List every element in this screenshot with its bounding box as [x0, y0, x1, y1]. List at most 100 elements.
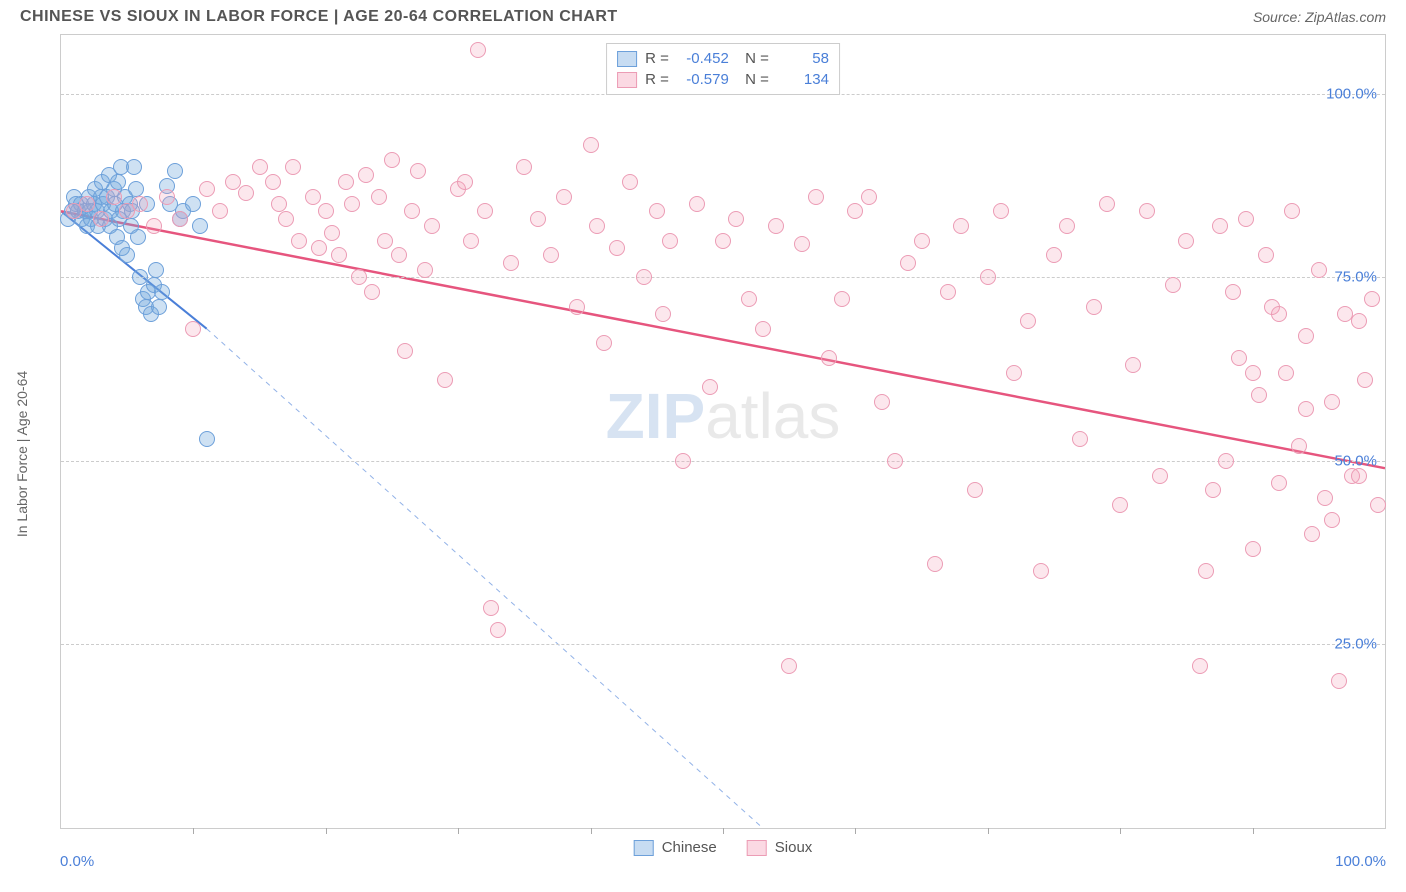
data-point-sioux	[1046, 247, 1062, 263]
data-point-sioux	[490, 622, 506, 638]
data-point-sioux	[1271, 475, 1287, 491]
x-tick	[326, 828, 327, 834]
gridline-h	[61, 277, 1385, 278]
data-point-sioux	[470, 42, 486, 58]
data-point-sioux	[755, 321, 771, 337]
data-point-chinese	[126, 159, 142, 175]
gridline-h	[61, 644, 1385, 645]
y-tick-label: 100.0%	[1326, 85, 1377, 102]
data-point-sioux	[1245, 365, 1261, 381]
data-point-sioux	[1218, 453, 1234, 469]
data-point-sioux	[622, 174, 638, 190]
data-point-sioux	[338, 174, 354, 190]
data-point-sioux	[351, 269, 367, 285]
data-point-sioux	[1357, 372, 1373, 388]
data-point-sioux	[318, 203, 334, 219]
data-point-sioux	[377, 233, 393, 249]
data-point-sioux	[1258, 247, 1274, 263]
data-point-sioux	[397, 343, 413, 359]
data-point-sioux	[424, 218, 440, 234]
data-point-sioux	[1152, 468, 1168, 484]
data-point-sioux	[808, 189, 824, 205]
gridline-h	[61, 461, 1385, 462]
legend-item-sioux: Sioux	[747, 839, 813, 856]
data-point-sioux	[927, 556, 943, 572]
data-point-sioux	[1178, 233, 1194, 249]
data-point-sioux	[1298, 328, 1314, 344]
data-point-sioux	[371, 189, 387, 205]
data-point-sioux	[305, 189, 321, 205]
data-point-sioux	[940, 284, 956, 300]
data-point-sioux	[159, 189, 175, 205]
data-point-sioux	[1059, 218, 1075, 234]
data-point-sioux	[391, 247, 407, 263]
data-point-sioux	[1331, 673, 1347, 689]
data-point-sioux	[861, 189, 877, 205]
data-point-sioux	[1205, 482, 1221, 498]
source-label: Source: ZipAtlas.com	[1253, 9, 1386, 25]
data-point-sioux	[1198, 563, 1214, 579]
data-point-sioux	[1317, 490, 1333, 506]
data-point-chinese	[119, 247, 135, 263]
data-point-sioux	[106, 189, 122, 205]
data-point-sioux	[1278, 365, 1294, 381]
data-point-sioux	[252, 159, 268, 175]
x-tick	[1253, 828, 1254, 834]
data-point-sioux	[675, 453, 691, 469]
scatter-chart: ZIPatlas R =-0.452 N =58 R =-0.579 N =13…	[60, 34, 1386, 829]
data-point-sioux	[1139, 203, 1155, 219]
data-point-sioux	[185, 321, 201, 337]
data-point-sioux	[609, 240, 625, 256]
data-point-sioux	[1370, 497, 1386, 513]
data-point-sioux	[1225, 284, 1241, 300]
data-point-sioux	[1245, 541, 1261, 557]
legend-row-sioux: R =-0.579 N =134	[617, 69, 829, 90]
data-point-chinese	[110, 174, 126, 190]
data-point-sioux	[384, 152, 400, 168]
data-point-sioux	[1086, 299, 1102, 315]
data-point-sioux	[404, 203, 420, 219]
data-point-sioux	[655, 306, 671, 322]
data-point-sioux	[530, 211, 546, 227]
data-point-sioux	[874, 394, 890, 410]
data-point-sioux	[1020, 313, 1036, 329]
data-point-sioux	[1311, 262, 1327, 278]
data-point-sioux	[821, 350, 837, 366]
data-point-sioux	[569, 299, 585, 315]
data-point-sioux	[834, 291, 850, 307]
x-tick	[1120, 828, 1121, 834]
data-point-sioux	[1298, 401, 1314, 417]
swatch-pink	[617, 72, 637, 88]
x-axis-min-label: 0.0%	[60, 853, 94, 870]
data-point-sioux	[1364, 291, 1380, 307]
data-point-sioux	[271, 196, 287, 212]
data-point-sioux	[1192, 658, 1208, 674]
data-point-sioux	[781, 658, 797, 674]
data-point-sioux	[993, 203, 1009, 219]
data-point-sioux	[1291, 438, 1307, 454]
data-point-sioux	[1165, 277, 1181, 293]
data-point-sioux	[212, 203, 228, 219]
x-tick	[855, 828, 856, 834]
data-point-sioux	[278, 211, 294, 227]
swatch-blue	[617, 51, 637, 67]
x-tick	[988, 828, 989, 834]
data-point-sioux	[1271, 306, 1287, 322]
data-point-chinese	[185, 196, 201, 212]
data-point-sioux	[1238, 211, 1254, 227]
x-tick	[591, 828, 592, 834]
data-point-sioux	[662, 233, 678, 249]
data-point-sioux	[543, 247, 559, 263]
data-point-sioux	[285, 159, 301, 175]
data-point-sioux	[980, 269, 996, 285]
r-value-chinese: -0.452	[677, 50, 729, 67]
data-point-sioux	[794, 236, 810, 252]
data-point-sioux	[847, 203, 863, 219]
data-point-sioux	[1351, 313, 1367, 329]
data-point-sioux	[331, 247, 347, 263]
data-point-chinese	[154, 284, 170, 300]
data-point-sioux	[1033, 563, 1049, 579]
data-point-sioux	[715, 233, 731, 249]
data-point-sioux	[1284, 203, 1300, 219]
data-point-sioux	[1324, 512, 1340, 528]
